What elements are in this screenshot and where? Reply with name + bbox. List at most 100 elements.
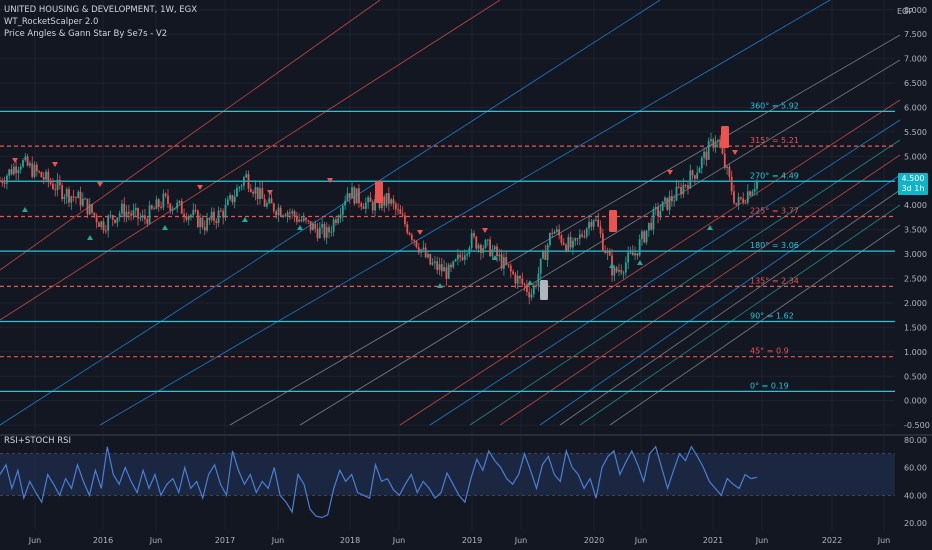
candle-body	[139, 217, 142, 219]
candle-body	[590, 221, 593, 227]
candle-body	[45, 171, 47, 180]
candle-body	[459, 254, 462, 258]
gann-level-label: 225° = 3.77	[750, 206, 799, 215]
candle-body	[549, 233, 551, 246]
candle-body	[261, 188, 264, 199]
candle-body	[56, 179, 59, 191]
candle-body	[242, 177, 245, 186]
candle-body	[88, 204, 91, 215]
candle-body	[272, 203, 275, 212]
candle-body	[620, 269, 623, 273]
candle-body	[245, 174, 248, 178]
symbol-title[interactable]: UNITED HOUSING & DEVELOPMENT, 1W, EGX	[4, 5, 198, 15]
price-tick-label: 6.000	[904, 104, 927, 113]
buy-triangle	[162, 225, 168, 230]
candle-body	[562, 242, 565, 245]
candle-body	[137, 207, 139, 219]
candle-body	[114, 219, 116, 223]
candle-body	[254, 187, 257, 194]
candle-body	[523, 283, 526, 286]
time-axis[interactable]: Jun 2016 Jun 2017 Jun 2018 Jun 2019 Jun 2020 Jun 20…	[28, 536, 891, 545]
candle-body	[647, 222, 650, 231]
sell-triangle	[667, 170, 673, 175]
candle-body	[530, 294, 533, 298]
price-axis[interactable]: 8.000 7.500 7.000 6.500 6.000 5.500 5.000 4.500…	[904, 6, 930, 430]
price-tick-label: 4.000	[904, 201, 927, 210]
candle-body	[443, 267, 445, 272]
indicator-rocketscalper[interactable]: WT_RocketScalper 2.0	[4, 17, 99, 27]
candle-body	[498, 254, 501, 257]
indicator-gann-star[interactable]: Price Angles & Gann Star By Se7s - V2	[4, 29, 168, 39]
candle-body	[608, 251, 611, 256]
candle-body	[622, 272, 625, 274]
candle-body	[171, 208, 174, 211]
candle-body	[551, 233, 554, 235]
candle-body	[134, 207, 137, 211]
candle-body	[447, 264, 450, 279]
candle-body	[42, 177, 45, 180]
time-tick-label: Jun	[149, 536, 163, 545]
candle-body	[123, 203, 126, 218]
candle-body	[305, 217, 307, 221]
sell-triangle	[197, 185, 203, 190]
candle-body	[710, 139, 712, 141]
time-tick-label: 2020	[584, 536, 604, 545]
rsi-pane-title[interactable]: RSI+STOCH RSI	[4, 436, 72, 446]
candle-body	[75, 197, 77, 199]
time-tick-label: 2016	[93, 536, 113, 545]
signal-markers	[12, 126, 738, 300]
candle-body	[735, 202, 738, 205]
sell-triangle	[482, 228, 488, 233]
candle-body	[415, 240, 418, 248]
sell-signal-flag	[609, 210, 617, 232]
candle-body	[413, 239, 416, 241]
candle-body	[275, 211, 278, 216]
candle-body	[597, 219, 600, 227]
candle-body	[383, 196, 386, 206]
candle-body	[318, 227, 321, 239]
candle-body	[477, 245, 480, 249]
candle-body	[176, 202, 179, 209]
candle-body	[369, 197, 372, 202]
buy-triangle	[492, 255, 498, 260]
candle-body	[638, 239, 641, 256]
gann-level-label: 0° = 0.19	[750, 381, 789, 390]
candle-body	[636, 253, 639, 256]
candle-body	[29, 163, 31, 166]
candle-body	[631, 252, 634, 256]
candle-body	[484, 240, 487, 248]
price-tick-label: 3.000	[904, 250, 927, 259]
candle-body	[583, 236, 586, 238]
candle-body	[707, 140, 710, 160]
candle-body	[739, 197, 742, 199]
candle-body	[509, 265, 512, 272]
candle-body	[634, 253, 636, 256]
candle-body	[682, 184, 685, 195]
candle-body	[12, 166, 15, 175]
candle-body	[429, 254, 432, 265]
candle-body	[277, 207, 280, 216]
candle-body	[521, 278, 524, 284]
candle-body	[233, 196, 236, 203]
price-tick-label: 8.000	[904, 6, 927, 15]
price-tick-label: 5.000	[904, 152, 927, 161]
candle-body	[190, 215, 192, 217]
time-tick-label: Jun	[514, 536, 528, 545]
candle-body	[604, 250, 607, 253]
candle-body	[424, 247, 427, 258]
time-tick-label: 2021	[703, 536, 723, 545]
candle-body	[337, 218, 340, 224]
candle-body	[341, 205, 344, 215]
candle-body	[385, 193, 388, 206]
candle-body	[3, 182, 6, 184]
candle-body	[643, 231, 646, 243]
candle-body	[410, 234, 413, 240]
candle-body	[544, 250, 547, 260]
candle-body	[141, 215, 144, 218]
candle-body	[624, 262, 627, 273]
candle-body	[539, 258, 542, 274]
time-tick-label: Jun	[634, 536, 648, 545]
candle-body	[659, 210, 662, 217]
candle-body	[194, 210, 197, 212]
candle-body	[215, 220, 218, 223]
